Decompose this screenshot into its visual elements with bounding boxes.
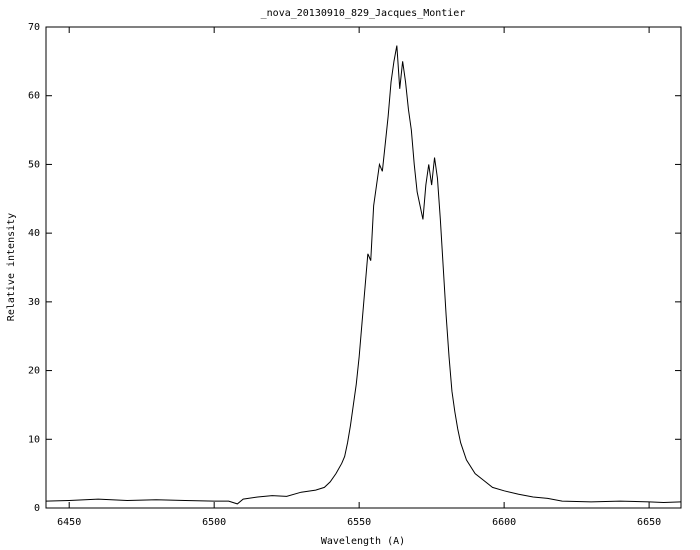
x-tick-label: 6550: [347, 517, 371, 528]
y-tick-label: 10: [28, 434, 40, 445]
y-tick-label: 30: [28, 297, 40, 308]
y-tick-label: 0: [34, 503, 40, 514]
x-tick-label: 6500: [202, 517, 226, 528]
x-tick-label: 6650: [637, 517, 661, 528]
y-tick-label: 60: [28, 91, 40, 102]
x-tick-label: 6450: [57, 517, 81, 528]
plot-border: [45, 26, 682, 509]
chart-title: _nova_20130910_829_Jacques_Montier: [261, 8, 466, 19]
y-tick-label: 70: [28, 22, 40, 33]
x-tick-label: 6600: [492, 517, 516, 528]
y-axis-label: Relative intensity: [6, 213, 17, 321]
y-tick-label: 50: [28, 159, 40, 170]
x-axis-label: Wavelength (A): [321, 536, 405, 547]
y-tick-label: 20: [28, 366, 40, 377]
spectrum-line: [45, 45, 682, 505]
y-tick-label: 40: [28, 228, 40, 239]
